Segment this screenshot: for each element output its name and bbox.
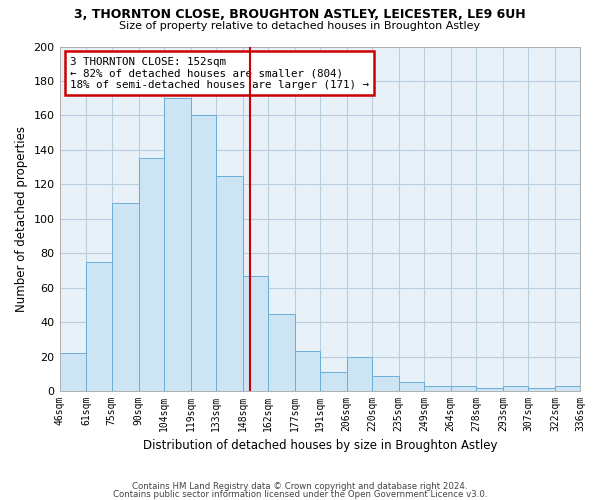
Bar — [242, 276, 268, 391]
Text: Size of property relative to detached houses in Broughton Astley: Size of property relative to detached ho… — [119, 21, 481, 31]
Y-axis label: Number of detached properties: Number of detached properties — [15, 126, 28, 312]
Bar — [295, 352, 320, 391]
Text: Contains public sector information licensed under the Open Government Licence v3: Contains public sector information licen… — [113, 490, 487, 499]
Bar — [347, 356, 372, 391]
Bar — [164, 98, 191, 391]
Text: Contains HM Land Registry data © Crown copyright and database right 2024.: Contains HM Land Registry data © Crown c… — [132, 482, 468, 491]
Bar — [112, 204, 139, 391]
Bar — [215, 176, 242, 391]
Text: 3 THORNTON CLOSE: 152sqm
← 82% of detached houses are smaller (804)
18% of semi-: 3 THORNTON CLOSE: 152sqm ← 82% of detach… — [70, 57, 369, 90]
Bar — [139, 158, 164, 391]
Bar — [555, 386, 580, 391]
Bar — [399, 382, 424, 391]
Bar — [451, 386, 476, 391]
Bar — [424, 386, 451, 391]
Bar — [191, 116, 215, 391]
X-axis label: Distribution of detached houses by size in Broughton Astley: Distribution of detached houses by size … — [143, 440, 497, 452]
Bar — [86, 262, 112, 391]
Text: 3, THORNTON CLOSE, BROUGHTON ASTLEY, LEICESTER, LE9 6UH: 3, THORNTON CLOSE, BROUGHTON ASTLEY, LEI… — [74, 8, 526, 20]
Bar — [528, 388, 555, 391]
Bar — [372, 376, 399, 391]
Bar — [320, 372, 347, 391]
Bar — [268, 314, 295, 391]
Bar — [503, 386, 528, 391]
Bar — [59, 353, 86, 391]
Bar — [476, 388, 503, 391]
